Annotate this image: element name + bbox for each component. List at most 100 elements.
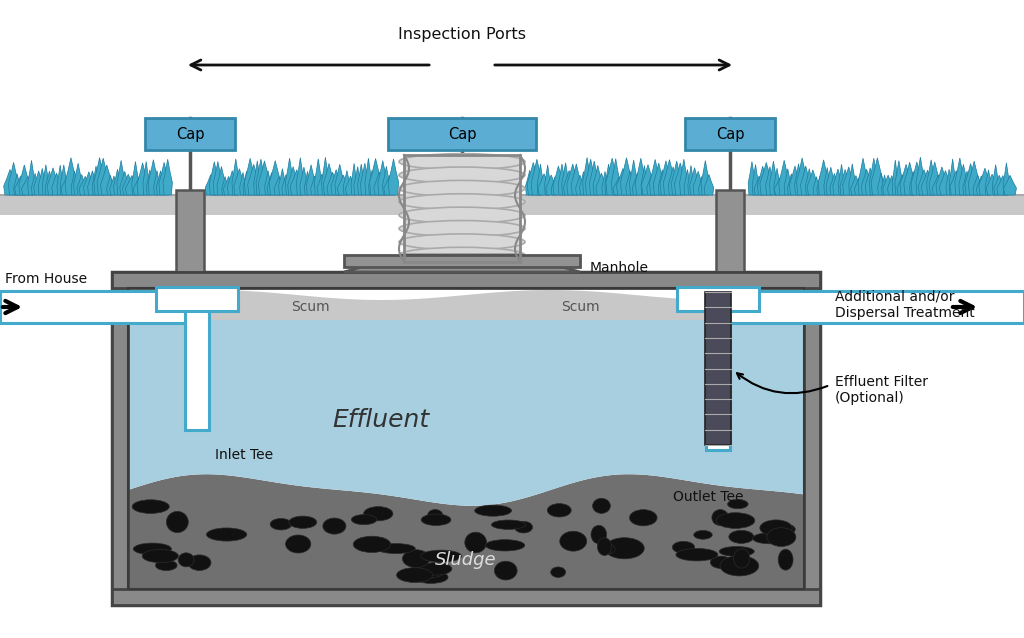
Polygon shape xyxy=(137,163,148,195)
Polygon shape xyxy=(829,174,839,195)
Polygon shape xyxy=(813,177,820,195)
Ellipse shape xyxy=(760,520,793,536)
Ellipse shape xyxy=(167,512,188,533)
Polygon shape xyxy=(843,167,855,195)
Polygon shape xyxy=(883,175,894,195)
Ellipse shape xyxy=(399,194,525,210)
Ellipse shape xyxy=(414,571,449,583)
Polygon shape xyxy=(602,172,608,195)
Ellipse shape xyxy=(132,500,169,514)
Ellipse shape xyxy=(187,555,211,570)
Polygon shape xyxy=(163,160,172,195)
Bar xyxy=(404,155,520,262)
Polygon shape xyxy=(929,162,940,195)
Polygon shape xyxy=(47,168,58,195)
Text: Cap: Cap xyxy=(447,126,476,142)
Ellipse shape xyxy=(597,538,611,556)
Ellipse shape xyxy=(289,516,316,528)
Ellipse shape xyxy=(207,528,247,541)
Ellipse shape xyxy=(465,532,486,553)
Polygon shape xyxy=(553,166,564,195)
Ellipse shape xyxy=(364,507,393,521)
Polygon shape xyxy=(795,164,803,195)
Polygon shape xyxy=(61,175,74,195)
Polygon shape xyxy=(807,170,818,195)
Polygon shape xyxy=(338,175,349,195)
Polygon shape xyxy=(647,174,656,195)
Polygon shape xyxy=(531,160,543,195)
Ellipse shape xyxy=(399,181,525,197)
Polygon shape xyxy=(806,168,813,195)
Polygon shape xyxy=(72,171,78,195)
Polygon shape xyxy=(88,171,97,195)
Polygon shape xyxy=(100,165,113,195)
Ellipse shape xyxy=(753,533,787,544)
Bar xyxy=(128,288,804,589)
Polygon shape xyxy=(213,161,222,195)
Polygon shape xyxy=(291,170,303,195)
Ellipse shape xyxy=(514,521,532,533)
Polygon shape xyxy=(672,161,682,195)
Polygon shape xyxy=(946,169,952,195)
Polygon shape xyxy=(969,161,980,195)
Polygon shape xyxy=(28,160,35,195)
Polygon shape xyxy=(900,165,912,195)
Ellipse shape xyxy=(727,500,749,508)
Polygon shape xyxy=(575,175,584,195)
Bar xyxy=(706,291,1024,323)
Polygon shape xyxy=(205,175,216,195)
Polygon shape xyxy=(986,174,997,195)
Ellipse shape xyxy=(421,550,462,562)
Polygon shape xyxy=(865,168,876,195)
Polygon shape xyxy=(992,165,999,195)
Polygon shape xyxy=(849,164,856,195)
Polygon shape xyxy=(927,160,936,195)
Polygon shape xyxy=(580,172,588,195)
Polygon shape xyxy=(383,167,390,195)
Polygon shape xyxy=(317,174,327,195)
Polygon shape xyxy=(42,165,49,195)
Ellipse shape xyxy=(402,550,430,568)
Polygon shape xyxy=(32,174,39,195)
Polygon shape xyxy=(157,171,165,195)
Polygon shape xyxy=(911,162,923,195)
Polygon shape xyxy=(566,164,579,195)
Bar xyxy=(128,288,804,589)
Polygon shape xyxy=(932,175,944,195)
Polygon shape xyxy=(8,162,18,195)
Polygon shape xyxy=(245,158,256,195)
Polygon shape xyxy=(365,158,372,195)
Polygon shape xyxy=(563,170,574,195)
Text: Outlet Tee: Outlet Tee xyxy=(673,490,743,504)
Ellipse shape xyxy=(591,525,606,544)
Polygon shape xyxy=(57,165,63,195)
Polygon shape xyxy=(571,164,582,195)
Polygon shape xyxy=(296,158,304,195)
Polygon shape xyxy=(562,163,569,195)
Polygon shape xyxy=(331,170,341,195)
Polygon shape xyxy=(370,158,382,195)
Polygon shape xyxy=(369,170,376,195)
Polygon shape xyxy=(306,165,315,195)
Ellipse shape xyxy=(323,518,346,534)
Polygon shape xyxy=(871,158,884,195)
Polygon shape xyxy=(360,163,370,195)
Polygon shape xyxy=(546,175,556,195)
Polygon shape xyxy=(888,175,896,195)
Polygon shape xyxy=(658,170,667,195)
Polygon shape xyxy=(538,164,544,195)
Polygon shape xyxy=(915,157,925,195)
Ellipse shape xyxy=(399,154,525,170)
Polygon shape xyxy=(833,169,843,195)
Polygon shape xyxy=(641,165,654,195)
Bar xyxy=(0,291,209,323)
Polygon shape xyxy=(310,176,318,195)
Polygon shape xyxy=(611,159,620,195)
Polygon shape xyxy=(274,177,284,195)
Polygon shape xyxy=(605,164,612,195)
Ellipse shape xyxy=(673,542,694,553)
Polygon shape xyxy=(649,160,660,195)
Text: Inspection Ports: Inspection Ports xyxy=(398,27,526,43)
Text: Cap: Cap xyxy=(176,126,204,142)
Polygon shape xyxy=(755,176,764,195)
